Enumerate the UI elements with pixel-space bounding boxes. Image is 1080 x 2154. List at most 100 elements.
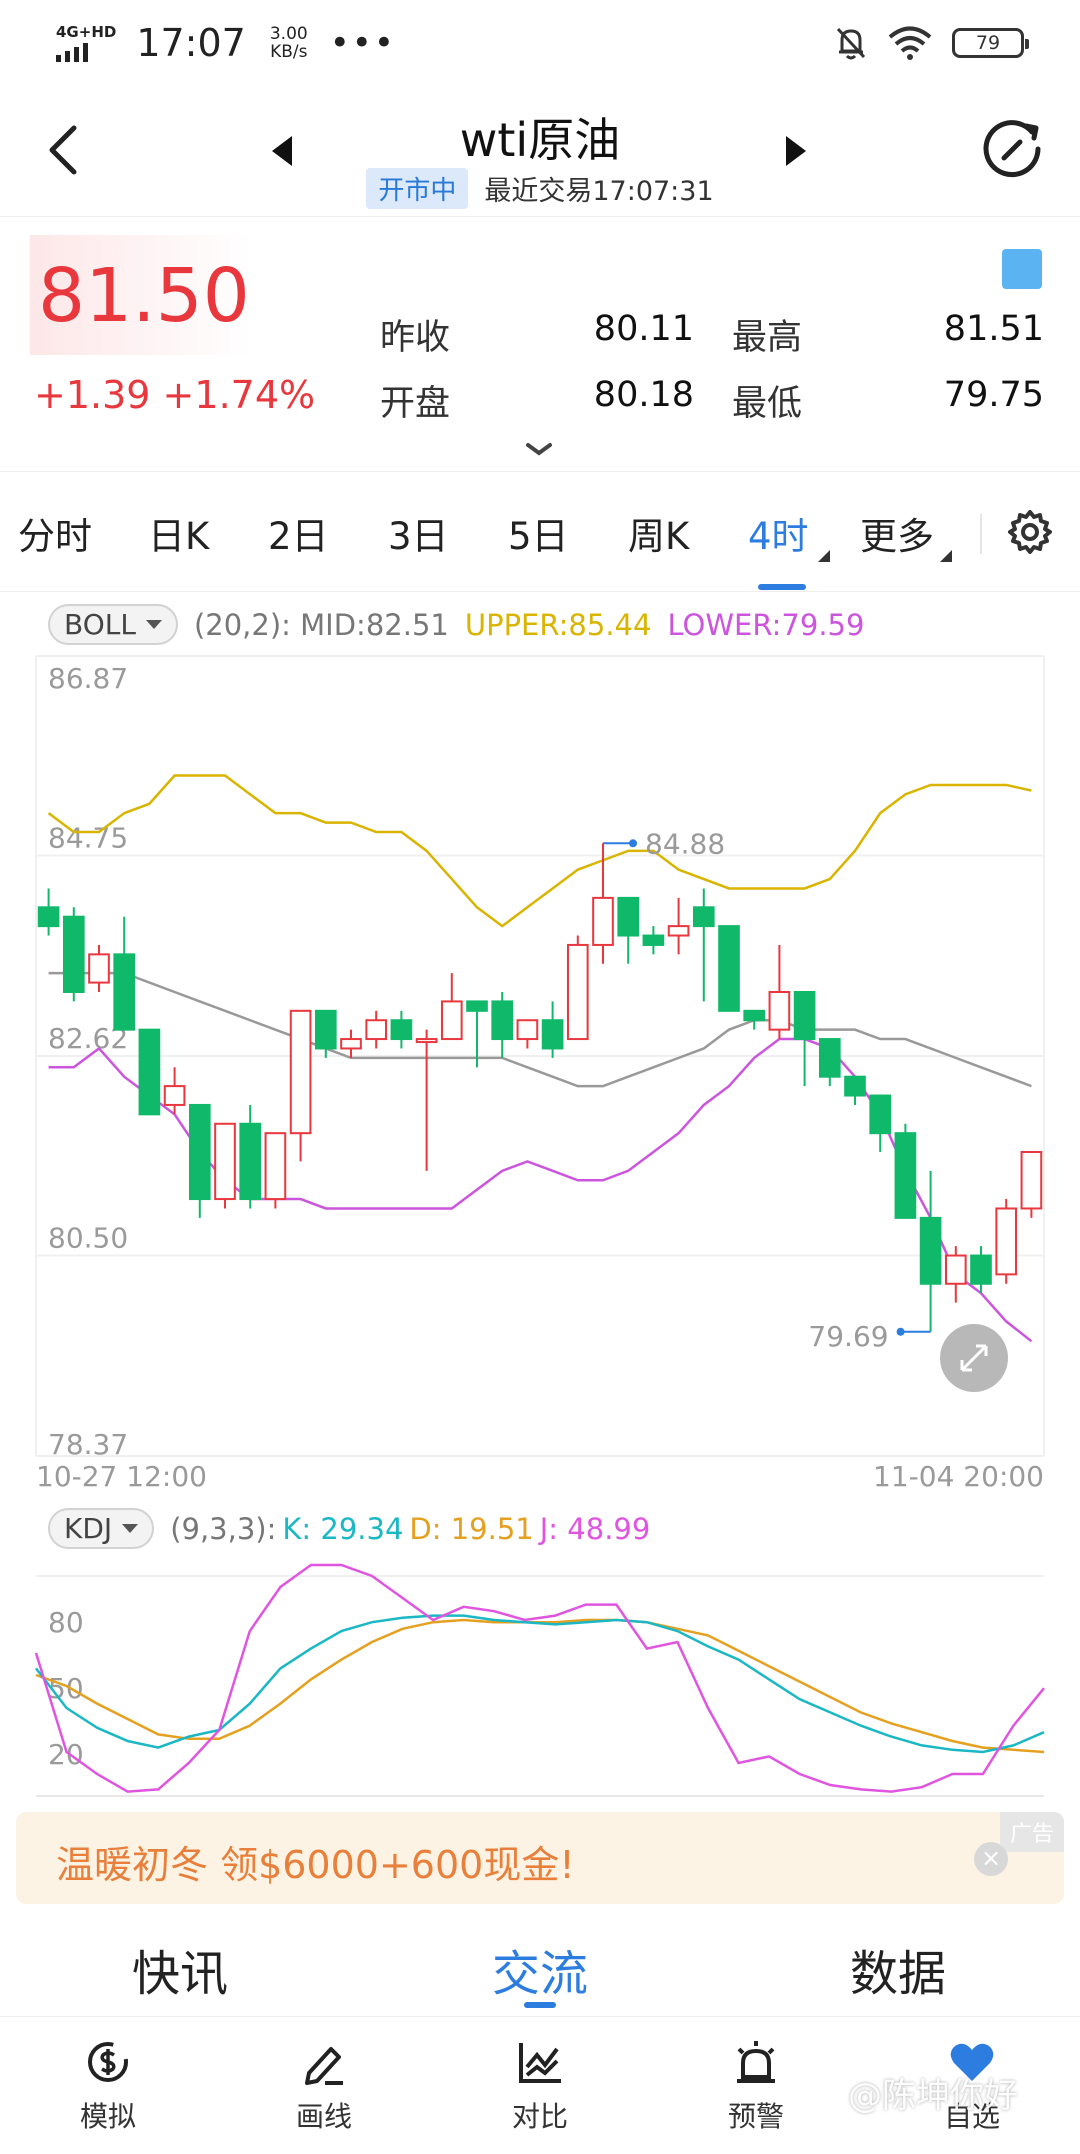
network-speed: 3.00 KB/s — [269, 24, 308, 62]
kdj-j-line — [34, 1563, 1045, 1793]
price-change: +1.39 +1.74% — [34, 373, 316, 417]
nav-simulate[interactable]: 模拟 — [38, 2037, 178, 2135]
kdj-k-line — [35, 1614, 1045, 1754]
candle-body — [869, 1094, 892, 1135]
candle-body — [919, 1216, 942, 1285]
period-tabs: 分时 日K 2日 3日 5日 周K 4时 更多 — [0, 472, 1080, 592]
expand-icon[interactable] — [940, 1324, 1008, 1392]
gear-icon[interactable] — [1006, 508, 1054, 556]
boll-lower-line — [48, 1037, 1033, 1343]
quote-panel: 81.50 +1.39 +1.74% 昨收 80.11 最高 81.51 开盘 … — [0, 216, 1080, 472]
tab-weekly-k[interactable]: 周K — [628, 515, 690, 558]
candle-body — [390, 1019, 413, 1041]
indicator-select-kdj[interactable]: KDJ — [48, 1508, 155, 1549]
candle-body — [642, 934, 665, 946]
nav-watchlist[interactable]: 自选 — [902, 2037, 1042, 2135]
divider — [980, 514, 982, 554]
candle-body — [718, 925, 740, 1012]
candle-body — [37, 906, 60, 928]
nav-alert[interactable]: 预警 — [686, 2037, 826, 2135]
tab-intraday[interactable]: 分时 — [18, 515, 92, 558]
page-title: wti原油 — [459, 113, 621, 167]
max-price-label: 84.88 — [645, 827, 725, 860]
candle-body — [289, 1009, 312, 1135]
high-label: 最高 — [732, 318, 803, 358]
kdj-d: D: 19.51 — [409, 1511, 534, 1546]
candle-body — [163, 1085, 186, 1106]
boll-lower: LOWER:79.59 — [667, 607, 865, 642]
chevron-down-icon — [122, 1524, 139, 1533]
expand-chevron-icon[interactable] — [524, 439, 554, 459]
high-value: 81.51 — [943, 309, 1044, 349]
candle-body — [793, 991, 816, 1041]
tab-3day[interactable]: 3日 — [388, 515, 449, 558]
kdj-j: J: 48.99 — [539, 1511, 651, 1546]
candle-body — [944, 1254, 967, 1285]
candle-body — [314, 1009, 337, 1050]
boll-mid-line — [48, 971, 1032, 1088]
more-dots-icon: ••• — [329, 23, 396, 63]
min-price-label: 79.69 — [808, 1320, 888, 1353]
tab-news-flash[interactable]: 快讯 — [132, 1946, 229, 2002]
next-symbol-icon[interactable] — [786, 136, 806, 166]
dropdown-corner-icon — [818, 550, 830, 562]
tab-daily-k[interactable]: 日K — [148, 515, 210, 558]
candle-body — [592, 896, 614, 946]
candle-body — [138, 1028, 161, 1116]
indicator-select-boll[interactable]: BOLL — [48, 604, 178, 645]
candle-body — [516, 1019, 539, 1041]
tab-4hour[interactable]: 4时 — [748, 515, 809, 558]
min-marker-dot — [896, 1327, 905, 1336]
candle-body — [340, 1038, 362, 1050]
pie-chart-icon[interactable] — [1002, 249, 1042, 289]
bottom-nav: 模拟 画线 对比 预警 自选 — [0, 2016, 1080, 2154]
simulate-icon — [88, 2042, 128, 2082]
candle-body — [440, 1000, 463, 1041]
ad-banner[interactable]: 温暖初冬 领$6000+600现金! 广告 × — [16, 1812, 1064, 1904]
candle-body — [894, 1132, 917, 1219]
watermark: @陈坤你好 — [848, 2076, 1018, 2116]
candle-body — [239, 1122, 262, 1201]
kdj-k: K: 29.34 — [282, 1511, 404, 1546]
active-tab-indicator — [758, 584, 806, 590]
low-label: 最低 — [732, 384, 803, 424]
back-arrow-icon[interactable] — [40, 120, 90, 180]
price-highlight — [30, 235, 252, 355]
active-tab-indicator — [524, 2002, 556, 2008]
wifi-icon — [888, 26, 932, 60]
tab-2day[interactable]: 2日 — [268, 515, 329, 558]
candle-body — [617, 896, 640, 937]
candle-body — [743, 1009, 766, 1022]
tab-community[interactable]: 交流 — [492, 1946, 589, 2002]
candlestick-chart[interactable]: 86.8784.7582.6280.5078.3784.8879.6910-27… — [0, 650, 1080, 1500]
tab-data[interactable]: 数据 — [850, 1946, 947, 2002]
previous-symbol-icon[interactable] — [272, 136, 292, 166]
y-tick-label: 80.50 — [48, 1222, 128, 1255]
candle-body — [264, 1132, 287, 1201]
boll-upper: UPPER:85.44 — [464, 607, 652, 642]
prev-close-label: 昨收 — [380, 318, 451, 358]
compare-chart-icon — [519, 2043, 561, 2083]
x-tick-label: 11-04 20:00 — [873, 1460, 1044, 1493]
y-tick-label: 80 — [48, 1606, 84, 1639]
ad-text[interactable]: 温暖初冬 领$6000+600现金! — [56, 1843, 575, 1887]
candle-body — [214, 1122, 236, 1201]
tab-5day[interactable]: 5日 — [508, 515, 569, 558]
refresh-icon[interactable] — [980, 116, 1046, 182]
candle-body — [818, 1038, 841, 1078]
tab-more[interactable]: 更多 — [860, 515, 934, 558]
candle-body — [768, 991, 791, 1031]
y-tick-label: 86.87 — [48, 662, 128, 695]
close-icon[interactable]: × — [974, 1842, 1008, 1876]
open-label: 开盘 — [380, 384, 451, 424]
candle-body — [466, 1000, 488, 1012]
open-value: 80.18 — [593, 375, 694, 415]
ad-tag: 广告 — [999, 1812, 1064, 1852]
nav-draw-line[interactable]: 画线 — [254, 2037, 394, 2135]
candle-body — [566, 943, 589, 1041]
nav-compare[interactable]: 对比 — [470, 2037, 610, 2135]
pen-icon — [305, 2047, 343, 2085]
dropdown-corner-icon — [940, 550, 952, 562]
kdj-chart[interactable]: 80 50 20 — [0, 1560, 1080, 1812]
section-tabs: 快讯 交流 数据 — [0, 1904, 1080, 2016]
